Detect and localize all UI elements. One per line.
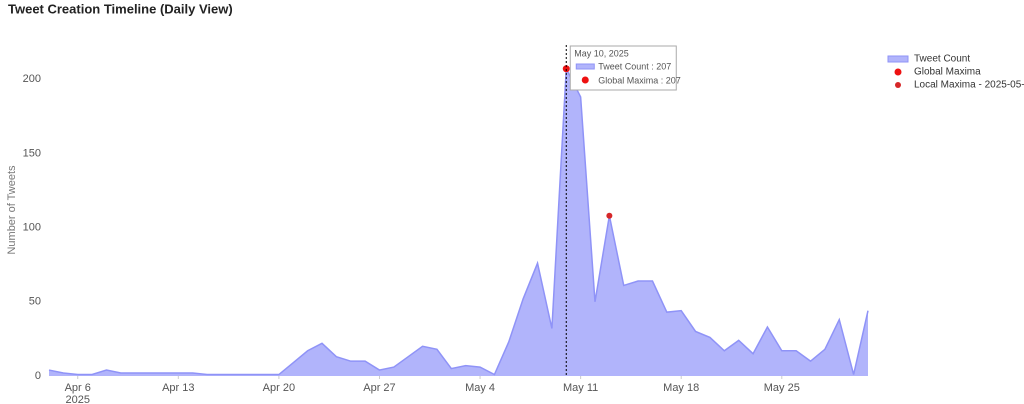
legend-label: Local Maxima - 2025-05-13 [914, 80, 1024, 91]
legend-swatch [887, 55, 909, 63]
tooltip-swatch [581, 76, 589, 84]
x-tick-label: May 4 [465, 382, 495, 394]
y-tick-label: 0 [35, 370, 41, 382]
legend-swatch [894, 68, 902, 76]
marker [606, 212, 613, 219]
legend-label: Global Maxima [914, 67, 981, 78]
tooltip-title: May 10, 2025 [574, 48, 629, 58]
x-tick-label: Apr 6 [65, 382, 91, 394]
y-tick-label: 50 [29, 296, 41, 308]
y-tick-label: 150 [23, 147, 41, 159]
x-tick-label: Apr 27 [363, 382, 395, 394]
y-tick-label: 100 [23, 221, 41, 233]
tooltip-box [569, 45, 677, 91]
x-year-label: 2025 [65, 394, 89, 404]
chart-title: Tweet Creation Timeline (Daily View) [8, 1, 233, 16]
x-tick-label: May 11 [563, 382, 598, 394]
y-axis-title: Number of Tweets [6, 165, 18, 255]
area-line [48, 65, 869, 376]
area [49, 68, 868, 377]
tooltip-swatch [575, 63, 595, 70]
marker [562, 65, 570, 73]
y-tick-label: 200 [23, 73, 41, 85]
x-tick-label: May 18 [663, 382, 699, 394]
x-tick-label: Apr 13 [162, 382, 194, 394]
legend-swatch [895, 82, 901, 88]
legend-label: Tweet Count [914, 54, 970, 65]
tooltip-item: Tweet Count : 207 [598, 61, 671, 71]
tooltip-item: Global Maxima : 207 [598, 75, 681, 85]
x-tick-label: Apr 20 [263, 382, 295, 394]
x-tick-label: May 25 [764, 382, 800, 394]
